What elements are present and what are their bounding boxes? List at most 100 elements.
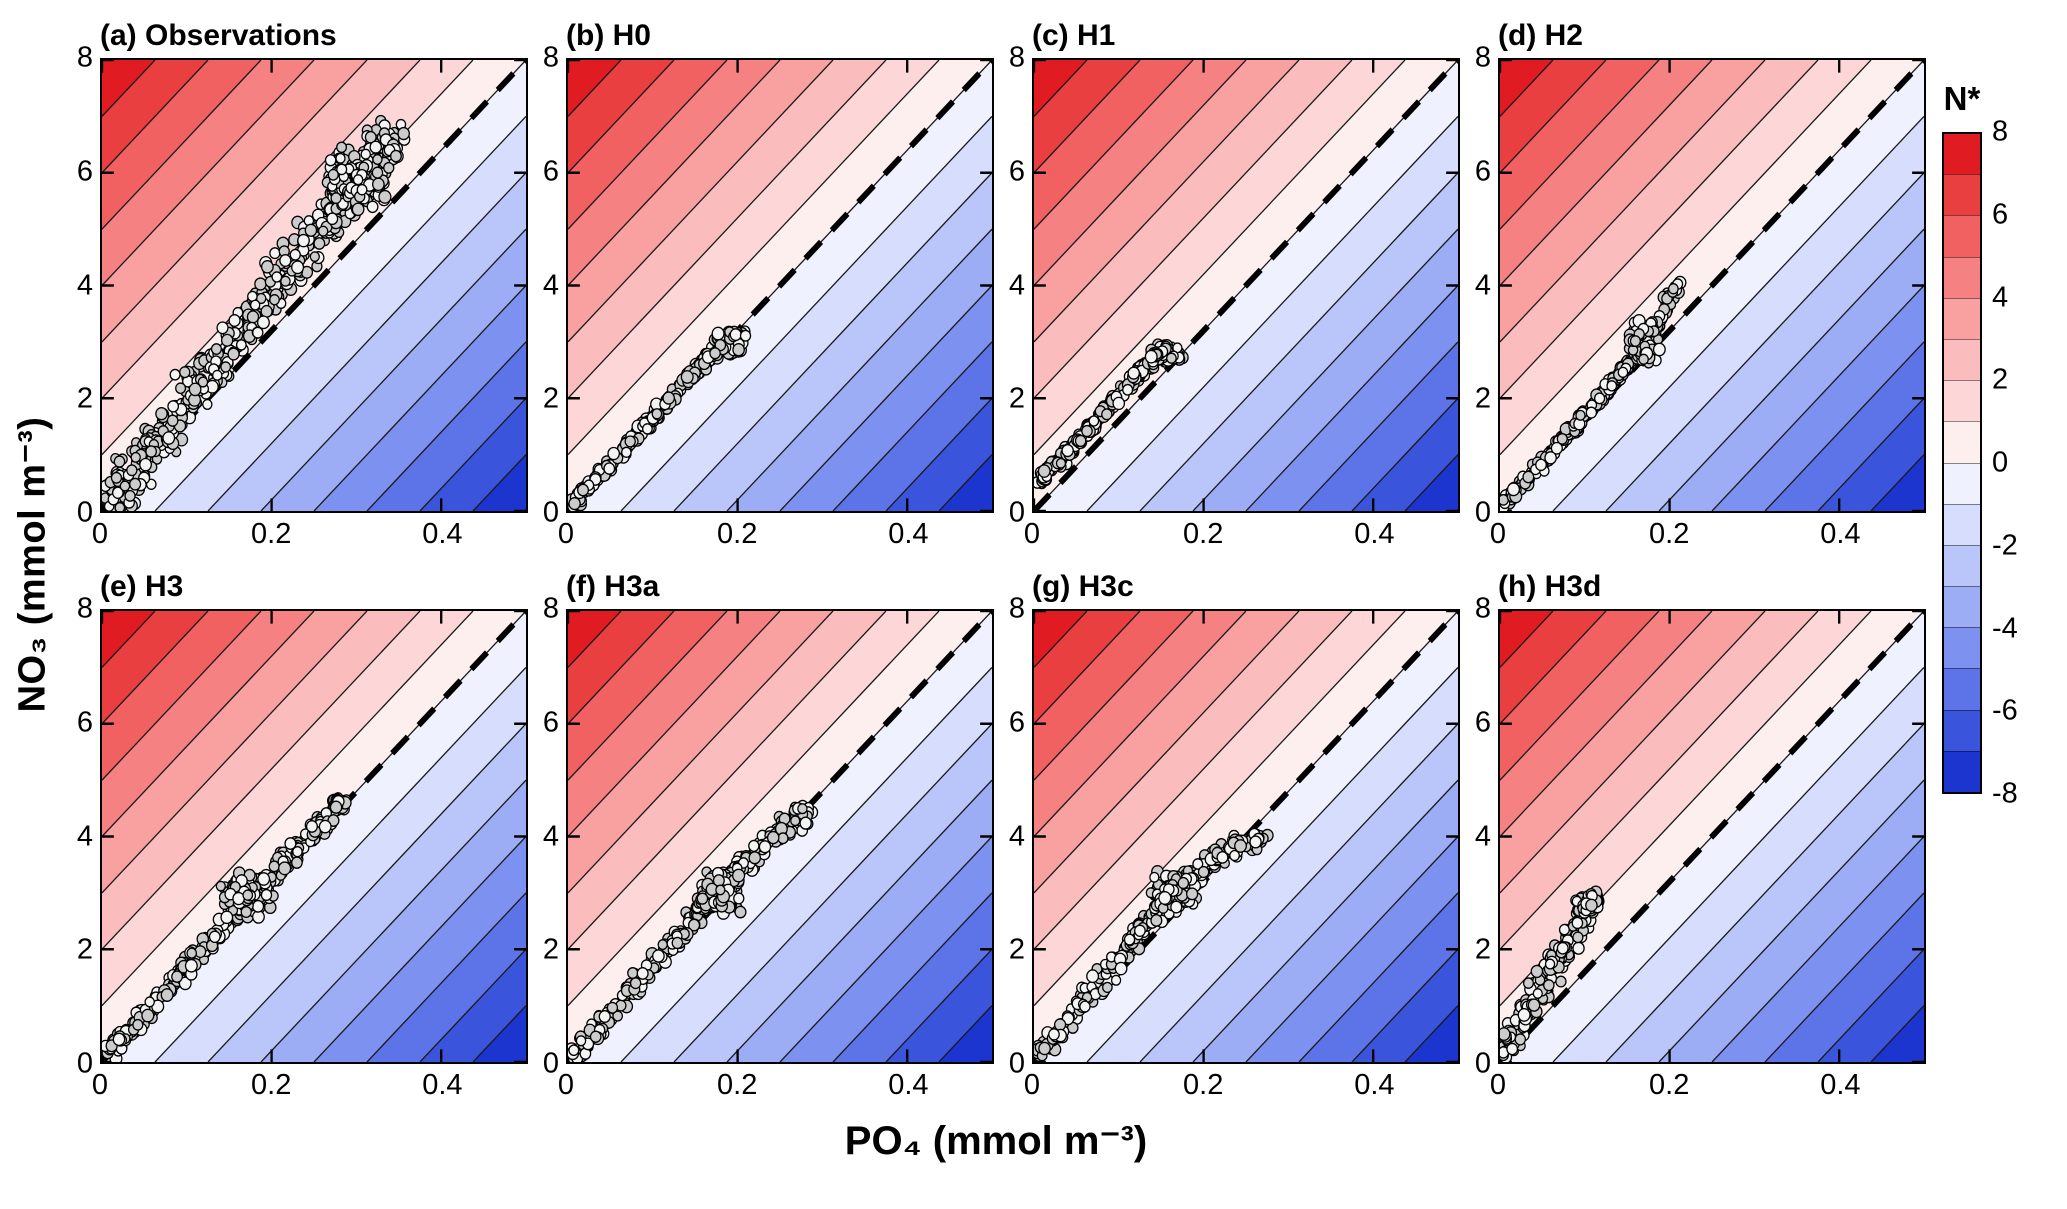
scatter-point — [732, 343, 745, 357]
colorbar-band — [1944, 421, 1980, 463]
scatter-point — [291, 260, 305, 275]
scatter-point — [252, 326, 264, 339]
scatter-point — [383, 161, 395, 174]
scatter-point — [799, 816, 812, 830]
scatter-point — [220, 333, 234, 347]
scatter-point — [1101, 408, 1113, 421]
y-tick-label: 0 — [76, 496, 93, 529]
panel-f-plot — [568, 611, 992, 1062]
scatter-point — [119, 480, 131, 492]
scatter-point — [603, 462, 616, 475]
scatter-point — [777, 832, 789, 845]
scatter-point — [228, 313, 241, 327]
y-tick-label: 6 — [542, 155, 559, 188]
scatter-point — [317, 225, 329, 237]
scatter-point — [612, 1010, 623, 1022]
scatter-point — [1186, 887, 1199, 901]
panel-b-axes — [566, 58, 994, 513]
scatter-point — [284, 837, 297, 851]
y-tick-label: 2 — [1474, 382, 1491, 415]
y-tick-label: 2 — [76, 382, 93, 415]
scatter-point — [575, 1035, 587, 1047]
scatter-point — [1170, 900, 1183, 914]
scatter-point — [696, 892, 709, 905]
y-tick-label: 6 — [1008, 155, 1025, 188]
colorbar-band — [1944, 215, 1980, 257]
panel-c-axes — [1032, 58, 1460, 513]
x-tick-label: 0.2 — [251, 1069, 292, 1101]
y-axis-label: NO₃ (mmol m⁻³) — [11, 416, 54, 712]
scatter-point — [1102, 981, 1113, 994]
scatter-point — [1079, 1000, 1091, 1013]
panel-h: (h) H3d 0 2 4 6 8 0 0.2 0.4 — [1462, 565, 1928, 1106]
scatter-point — [715, 884, 726, 896]
scatter-point — [220, 910, 234, 925]
x-tick-label: 0 — [1489, 1069, 1507, 1101]
scatter-point — [378, 189, 392, 204]
y-tick-label: 0 — [542, 496, 559, 529]
scatter-point — [1668, 283, 1679, 295]
scatter-point — [155, 407, 168, 421]
scatter-point — [139, 457, 152, 472]
scatter-point — [739, 329, 752, 342]
y-tick-label: 0 — [1474, 1047, 1491, 1080]
scatter-point — [313, 237, 326, 250]
scatter-point — [132, 1018, 144, 1031]
x-tick-label: 0 — [557, 1069, 575, 1101]
scatter-point — [336, 141, 348, 154]
scatter-point — [1617, 366, 1629, 378]
scatter-point — [188, 382, 202, 397]
panel-h-plot — [1500, 611, 1924, 1062]
scatter-point — [167, 400, 180, 413]
scatter-point — [257, 872, 271, 886]
scatter-point — [1506, 1042, 1519, 1056]
scatter-point — [1192, 858, 1204, 870]
panel-a-plot — [102, 60, 526, 511]
colorbar-tick-label: 6 — [1992, 198, 2009, 231]
scatter-point — [1088, 415, 1100, 427]
panel-d-axes — [1498, 58, 1926, 513]
scatter-point — [124, 489, 136, 502]
colorbar-tick-label: -8 — [1992, 777, 2018, 810]
scatter-point — [160, 988, 174, 1002]
panel-e: (e) H3 0 2 4 6 8 0 0.2 0.4 — [64, 565, 530, 1106]
scatter-point — [748, 851, 762, 865]
colorbar-tick-label: 0 — [1992, 446, 2009, 479]
y-tick-label: 8 — [542, 41, 559, 74]
y-tick-label: 0 — [542, 1047, 559, 1080]
colorbar-tick-label: 8 — [1992, 115, 2009, 148]
x-tick-label: 0 — [1489, 518, 1507, 550]
y-tick-label: 0 — [1474, 496, 1491, 529]
scatter-point — [112, 1032, 126, 1047]
y-tick-label: 8 — [76, 41, 93, 74]
y-tick-label: 4 — [76, 820, 93, 852]
x-tick-label: 0.4 — [1820, 518, 1861, 550]
scatter-point — [166, 414, 179, 427]
scatter-point — [210, 343, 222, 355]
y-tick-label: 2 — [1008, 933, 1025, 966]
scatter-point — [141, 1008, 155, 1023]
y-tick-label: 0 — [76, 1047, 93, 1080]
scatter-point — [651, 408, 663, 420]
scatter-point — [729, 328, 742, 342]
panel-g-axes — [1032, 609, 1460, 1064]
scatter-point — [324, 154, 337, 167]
panel-h-x-ticks: 0 0.2 0.4 — [1490, 1064, 1926, 1106]
scatter-point — [621, 446, 632, 458]
scatter-point — [627, 967, 639, 979]
y-tick-label: 6 — [76, 155, 93, 188]
scatter-point — [1110, 974, 1122, 986]
scatter-point — [1149, 871, 1160, 883]
scatter-point — [1543, 979, 1555, 992]
x-tick-label: 0.4 — [1820, 1069, 1861, 1101]
y-tick-label: 2 — [1008, 382, 1025, 415]
panel-g-y-ticks: 0 2 4 6 8 — [996, 594, 1032, 1078]
scatter-point — [607, 446, 621, 461]
y-tick-label: 6 — [1474, 155, 1491, 188]
scatter-point — [289, 248, 301, 261]
scatter-point — [278, 861, 292, 876]
scatter-point — [680, 370, 694, 384]
scatter-point — [766, 830, 780, 845]
scatter-point — [260, 304, 273, 318]
scatter-point — [184, 958, 198, 973]
